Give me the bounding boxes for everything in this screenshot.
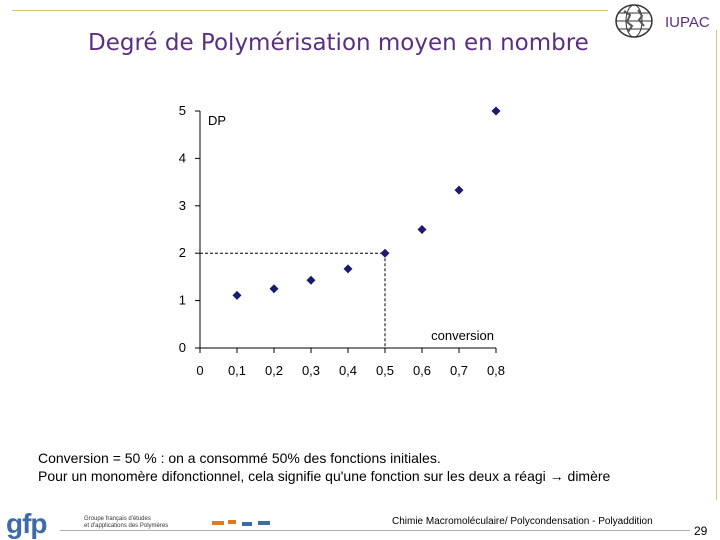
dp-vs-conversion-chart: 0 1 2 3 4 5 0 0,1 0,2 0,3 0,4 0,5 0,6 0,7 0,8 DP convers… xyxy=(179,103,505,378)
gfp-subtitle-line-1: Groupe français d'études xyxy=(84,516,151,522)
caption-line-1: Conversion = 50 % : on a consommé 50% de… xyxy=(38,450,441,466)
x-tick-label: 0,3 xyxy=(302,363,320,378)
data-point xyxy=(380,248,390,258)
gfp-logo: gfp xyxy=(6,508,48,539)
data-point xyxy=(306,275,316,285)
x-tick-label: 0,1 xyxy=(228,363,246,378)
x-tick-label: 0,8 xyxy=(487,363,505,378)
caption-line-2: Pour un monomère difonctionnel, cela sig… xyxy=(38,468,611,484)
data-point xyxy=(417,225,427,234)
data-point xyxy=(491,106,501,116)
gfp-logo-subtitle: Groupe français d'études et d'applicatio… xyxy=(84,516,168,530)
y-tick-label: 0 xyxy=(179,340,186,355)
y-tick-label: 4 xyxy=(179,150,186,165)
data-point xyxy=(343,264,353,274)
frame-top-border xyxy=(12,10,608,11)
frame-right-border xyxy=(716,30,717,500)
x-axis-label: conversion xyxy=(431,328,494,343)
data-point xyxy=(269,284,279,294)
y-tick-label: 1 xyxy=(179,293,186,308)
y-axis-label: DP xyxy=(208,113,226,128)
footer-decoration xyxy=(212,520,270,526)
y-tick-label: 5 xyxy=(179,103,186,118)
course-title: Chimie Macromoléculaire/ Polycondensatio… xyxy=(392,516,653,527)
footer-rule xyxy=(60,530,690,531)
y-tick-label: 3 xyxy=(179,198,186,213)
x-tick-label: 0,6 xyxy=(413,363,431,378)
x-tick-label: 0,7 xyxy=(450,363,468,378)
caption: Conversion = 50 % : on a consommé 50% de… xyxy=(38,449,610,485)
x-tick-label: 0 xyxy=(196,363,203,378)
iupac-label: IUPAC xyxy=(665,14,710,31)
data-point xyxy=(454,185,464,195)
slide-title: Degré de Polymérisation moyen en nombre xyxy=(88,30,589,56)
page-number: 29 xyxy=(694,524,708,538)
x-tick-label: 0,4 xyxy=(339,363,357,378)
x-tick-label: 0,2 xyxy=(265,363,283,378)
y-tick-label: 2 xyxy=(179,245,186,260)
data-point xyxy=(232,290,242,300)
gfp-subtitle-line-2: et d'applications des Polymères xyxy=(84,523,169,529)
x-tick-label: 0,5 xyxy=(376,363,394,378)
iupac-globe-icon xyxy=(615,4,653,38)
